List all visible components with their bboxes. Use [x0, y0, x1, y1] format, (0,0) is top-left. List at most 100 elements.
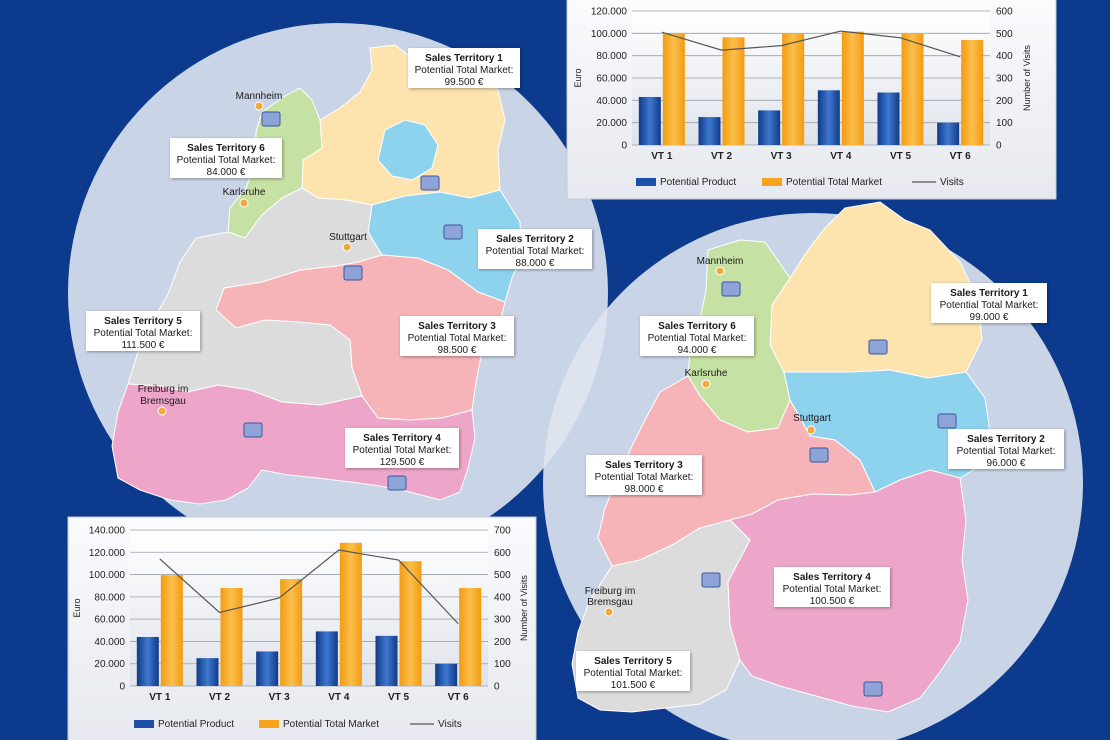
- y2-tick-label: 0: [996, 141, 1002, 152]
- bar-potential-total-market: [662, 33, 685, 146]
- line-visits: [661, 30, 961, 58]
- bar-potential-total-market: [901, 33, 924, 146]
- x-tick-label: VT 1: [651, 151, 673, 162]
- x-tick-label: VT 3: [771, 151, 793, 162]
- y2-tick-label: 600: [494, 548, 511, 559]
- sales-office-icon: [868, 339, 888, 355]
- line-visits: [159, 549, 459, 625]
- territory-value: 101.500 €: [611, 680, 656, 691]
- territory-metric: Potential Total Market:: [783, 584, 882, 595]
- x-tick-label: VT 6: [950, 151, 972, 162]
- territory-value: 98.500 €: [438, 345, 477, 356]
- bar-potential-product: [698, 117, 721, 145]
- territory-name: Sales Territory 5: [594, 656, 672, 667]
- legend-swatch-potential-product: [134, 720, 154, 728]
- sales-office-icon: [809, 447, 829, 463]
- y2-tick-label: 400: [996, 51, 1013, 62]
- city-label-mannheim: Mannheim: [697, 256, 744, 267]
- y2-tick-label: 100: [996, 118, 1013, 129]
- territory-label: Sales Territory 1 Potential Total Market…: [931, 283, 1047, 323]
- territory-label: Sales Territory 3 Potential Total Market…: [400, 316, 514, 356]
- territory-value: 100.500 €: [810, 596, 855, 607]
- x-tick-label: VT 1: [149, 692, 171, 703]
- city-dot-stuttgart-left: [342, 242, 352, 252]
- y-tick-label: 100.000: [591, 29, 628, 40]
- x-tick-label: VT 5: [890, 151, 912, 162]
- territory-metric: Potential Total Market:: [408, 333, 507, 344]
- x-tick-label: VT 5: [388, 692, 410, 703]
- city-label-stuttgart: Stuttgart: [329, 232, 367, 243]
- territory-label: Sales Territory 1 Potential Total Market…: [408, 48, 520, 88]
- city-dot-freiburg-right: [604, 607, 614, 617]
- y2-tick-label: 500: [494, 570, 511, 581]
- city-dot-karlsruhe-left: [239, 198, 249, 208]
- y2-tick-label: 400: [494, 592, 511, 603]
- city-label-stuttgart: Stuttgart: [793, 413, 831, 424]
- chart-bottom-left: 0 0 20.000 100 40.000 200 60.000 300 80.000 400 10…: [67, 516, 537, 740]
- bar-potential-total-market: [841, 31, 864, 145]
- city-label-freiburg: Freiburg im: [585, 586, 636, 597]
- territory-1-enclave: [377, 119, 439, 181]
- plot-area: [130, 530, 488, 686]
- y2-tick-label: 700: [494, 526, 511, 537]
- territory-label: Sales Territory 4 Potential Total Market…: [774, 567, 890, 607]
- territory-name: Sales Territory 4: [793, 572, 871, 583]
- legend-label-potential-total-market: Potential Total Market: [786, 177, 882, 188]
- map-right: Mannheim Karlsruhe Stuttgart Freiburg im…: [543, 201, 1083, 740]
- bar-potential-total-market: [399, 561, 422, 686]
- y2-axis-title: Number of Visits: [519, 575, 529, 641]
- city-label-freiburg: Freiburg im: [138, 384, 189, 395]
- y-tick-label: 40.000: [596, 96, 627, 107]
- y-tick-label: 80.000: [596, 51, 627, 62]
- territory-label: Sales Territory 5 Potential Total Market…: [576, 651, 690, 691]
- x-tick-label: VT 3: [269, 692, 291, 703]
- territory-value: 88.000 €: [516, 258, 555, 269]
- y2-tick-label: 300: [996, 74, 1013, 85]
- legend-swatch-potential-total-market: [259, 720, 279, 728]
- territory-value: 99.500 €: [445, 77, 484, 88]
- city-label-bremsgau: Bremsgau: [587, 597, 633, 608]
- territory-metric: Potential Total Market:: [584, 668, 683, 679]
- y-axis-title: Euro: [72, 598, 82, 617]
- territory-label: Sales Territory 2 Potential Total Market…: [478, 229, 592, 269]
- sales-office-icon: [387, 475, 407, 491]
- bar-potential-product: [937, 122, 960, 145]
- y2-tick-label: 100: [494, 659, 511, 670]
- territory-label: Sales Territory 3 Potential Total Market…: [586, 455, 702, 495]
- territory-name: Sales Territory 2: [496, 234, 574, 245]
- x-tick-label: VT 2: [711, 151, 733, 162]
- sales-office-icon: [863, 681, 883, 697]
- bar-potential-total-market: [339, 542, 362, 686]
- y-tick-label: 0: [119, 682, 125, 693]
- sales-office-icon: [937, 413, 957, 429]
- territory-value: 84.000 €: [207, 167, 246, 178]
- territory-metric: Potential Total Market:: [957, 446, 1056, 457]
- bar-potential-total-market: [160, 575, 183, 686]
- sales-office-icon: [721, 281, 741, 297]
- x-tick-label: VT 6: [448, 692, 470, 703]
- y-axis-title: Euro: [573, 68, 583, 87]
- city-dot-karlsruhe-right: [701, 379, 711, 389]
- y2-axis-title: Number of Visits: [1022, 45, 1032, 111]
- sales-office-icon: [443, 224, 463, 240]
- y2-tick-label: 300: [494, 615, 511, 626]
- bar-potential-product: [817, 90, 840, 145]
- territory-metric: Potential Total Market:: [94, 328, 193, 339]
- bar-potential-product: [136, 636, 159, 686]
- city-label-bremsgau: Bremsgau: [140, 396, 186, 407]
- y2-tick-label: 200: [494, 637, 511, 648]
- territory-metric: Potential Total Market:: [415, 65, 514, 76]
- bar-potential-total-market: [722, 37, 745, 145]
- legend-label-potential-product: Potential Product: [158, 719, 234, 730]
- bar-potential-total-market: [220, 587, 243, 686]
- city-label-karlsruhe: Karlsruhe: [685, 368, 728, 379]
- y-tick-label: 100.000: [89, 570, 126, 581]
- bar-potential-product: [758, 110, 781, 145]
- city-dot-mannheim-right: [715, 266, 725, 276]
- y-tick-label: 20.000: [94, 659, 125, 670]
- map-left: Mannheim Karlsruhe Stuttgart Freiburg im…: [68, 23, 608, 563]
- sales-office-icon: [343, 265, 363, 281]
- territory-value: 96.000 €: [987, 458, 1026, 469]
- territory-name: Sales Territory 5: [104, 316, 182, 327]
- y-tick-label: 140.000: [89, 526, 126, 537]
